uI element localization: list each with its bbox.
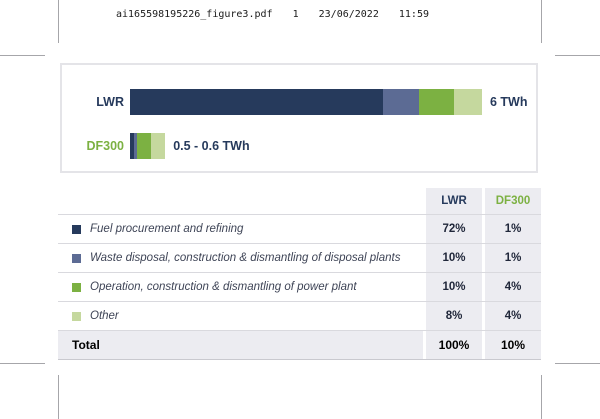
bar-segment [137,133,152,159]
value-cell: 4% [485,302,541,330]
chart-bar-row: LWR 6 TWh [62,89,536,115]
page-header: ai165598195226_figure3.pdf 1 23/06/2022 … [116,9,429,20]
header-filename: ai165598195226_figure3.pdf [116,9,273,20]
legend-swatch-icon [72,224,81,234]
column-header-df300: DF300 [485,188,541,214]
total-value-df300: 10% [485,331,541,359]
table-body: Fuel procurement and refining 72% 1% Waste … [58,215,541,331]
legend-swatch-icon [72,253,81,263]
bar-category-label: DF300 [86,139,124,153]
row-label: Operation, construction & dismantling of… [90,281,357,293]
column-header-lwr: LWR [426,188,482,214]
crop-mark-left-upper [0,55,45,56]
bar-segment [418,89,454,115]
value-cell: 72% [426,215,482,243]
row-label-cell: Other [58,302,423,330]
row-label: Waste disposal, construction & dismantli… [90,252,401,264]
crop-mark-right-upper [555,55,600,56]
row-label-cell: Fuel procurement and refining [58,215,423,243]
table-total-row: Total 100% 10% [58,331,541,360]
crop-mark-top-right [541,0,542,43]
table-header-row: LWR DF300 [58,188,541,215]
results-table: LWR DF300 Fuel procurement and refining 7… [58,188,541,360]
crop-mark-left-lower [0,363,45,364]
value-cell: 10% [426,273,482,301]
table-row: Fuel procurement and refining 72% 1% [58,215,541,244]
table-row: Other 8% 4% [58,302,541,331]
header-time: 11:59 [398,9,429,20]
row-label-cell: Operation, construction & dismantling of… [58,273,423,301]
header-date: 23/06/2022 [318,9,379,20]
bar-segment [383,89,419,115]
bar-total-label: 0.5 - 0.6 TWh [173,139,250,153]
row-label-cell: Waste disposal, construction & dismantli… [58,244,423,272]
crop-mark-right-lower [555,363,600,364]
legend-swatch-icon [72,282,81,292]
value-cell: 8% [426,302,482,330]
bar-total-label: 6 TWh [489,95,528,109]
crop-mark-top-left [58,0,59,43]
stacked-bar [130,133,166,159]
crop-mark-bottom-right [541,375,542,419]
bar-segment [130,89,384,115]
table-row: Operation, construction & dismantling of… [58,273,541,302]
total-label-cell: Total [58,331,423,359]
row-label: Other [90,310,119,322]
value-cell: 10% [426,244,482,272]
header-empty-cell [58,188,423,214]
bar-category-label: LWR [96,95,124,109]
bar-segment [133,133,138,159]
total-label: Total [72,338,100,352]
total-value-lwr: 100% [426,331,482,359]
legend-swatch-icon [72,311,81,321]
chart-bar-row: DF300 0.5 - 0.6 TWh [62,133,536,159]
bar-segment [151,133,166,159]
value-cell: 1% [485,244,541,272]
figure-chart-box: LWR 6 TWh DF300 0.5 - 0.6 TWh [60,63,538,173]
stacked-bar [130,89,482,115]
bar-segment [453,89,482,115]
header-page-number: 1 [292,9,299,20]
bar-segment [130,133,134,159]
value-cell: 4% [485,273,541,301]
crop-mark-bottom-left [58,375,59,419]
row-label: Fuel procurement and refining [90,223,244,235]
table-row: Waste disposal, construction & dismantli… [58,244,541,273]
value-cell: 1% [485,215,541,243]
